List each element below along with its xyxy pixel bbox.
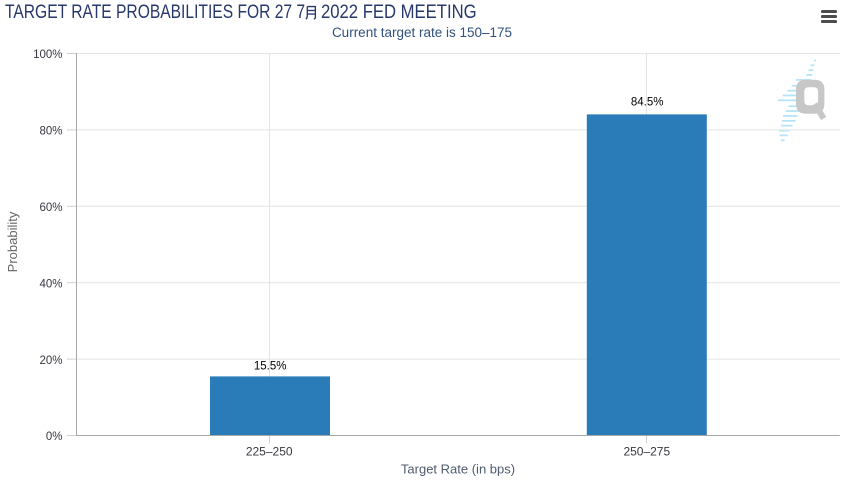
- svg-text:60%: 60%: [39, 202, 62, 214]
- svg-text:84.5%: 84.5%: [631, 97, 664, 109]
- svg-text:Target Rate (in bps): Target Rate (in bps): [401, 461, 515, 476]
- svg-text:15.5%: 15.5%: [254, 360, 287, 372]
- svg-text:40%: 40%: [39, 278, 62, 290]
- svg-text:0%: 0%: [46, 431, 63, 443]
- svg-text:100%: 100%: [33, 49, 62, 61]
- svg-text:Probability: Probability: [5, 211, 20, 272]
- svg-text:20%: 20%: [39, 355, 62, 367]
- svg-text:250–275: 250–275: [623, 444, 670, 458]
- svg-text:80%: 80%: [39, 126, 62, 138]
- svg-text:225–250: 225–250: [246, 444, 293, 458]
